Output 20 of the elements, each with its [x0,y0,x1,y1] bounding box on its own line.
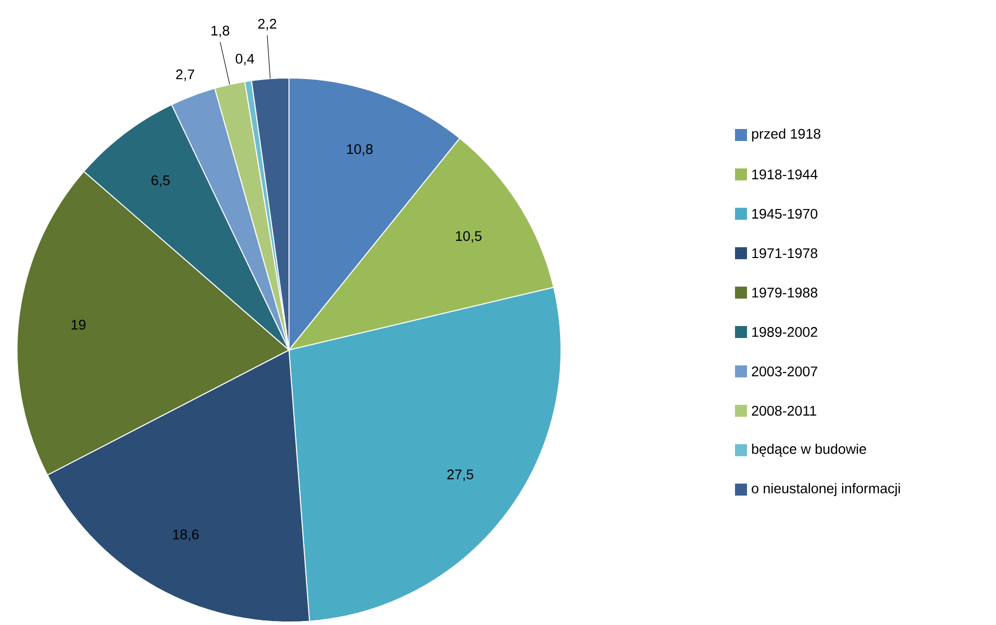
data-label: 18,6 [173,529,199,542]
legend-label: 1945-1970 [752,208,818,219]
data-label: 1,8 [212,26,230,38]
legend-label: 1971-1978 [752,248,818,258]
data-label: 10,5 [456,231,482,243]
legend-label: 2008-2011 [752,406,816,416]
data-label: 10,8 [347,144,373,156]
data-label: 27,5 [447,469,474,481]
legend-label: 2003-2007 [752,366,818,376]
data-label: 6,5 [152,175,170,187]
legend-label: 1918-1944 [752,169,818,180]
data-label: 2,2 [258,18,276,30]
legend-label: przed 1918 [752,128,820,142]
legend-label: będące w budowie [752,444,866,457]
legend-label: 1979-1988 [752,288,818,298]
data-label: 19 [72,320,86,330]
legend-label: 1989-2002 [752,327,818,337]
data-label: 2,7 [176,69,194,81]
data-label: 0,4 [236,54,254,66]
legend-label: o nieustalonej informacji [752,483,900,496]
